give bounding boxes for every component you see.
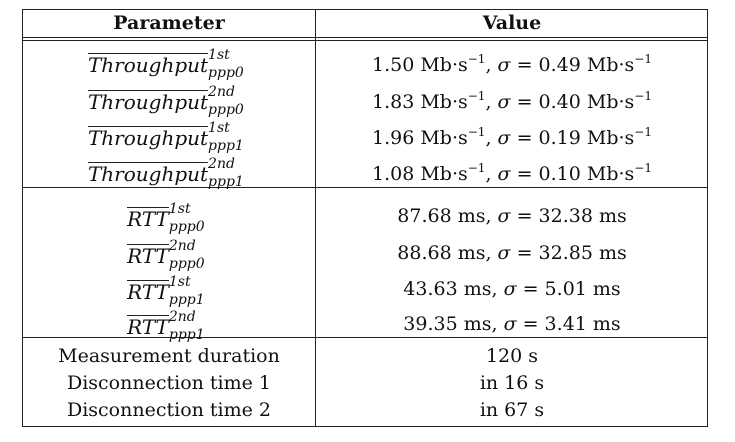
header-parameter: Parameter (113, 12, 225, 34)
sigma-label: σ (497, 127, 511, 149)
rtt-value-3: 43.63 ms, σ = 5.01 ms (317, 280, 707, 299)
throughput-symbol: Throughput (87, 90, 209, 114)
measurement-duration-label: Measurement duration (58, 345, 280, 367)
value-exp: −1 (467, 125, 486, 139)
column-divider (315, 10, 316, 426)
throughput-sub: ppp0 (208, 65, 244, 81)
throughput-sup: 1st (208, 120, 230, 136)
value-text: 1.96 Mb·s (371, 127, 468, 149)
rtt-sup: 2nd (168, 238, 196, 254)
header-rule-double (23, 40, 707, 41)
sigma-value: = 3.41 ms (516, 313, 621, 335)
throughput-value-4: 1.08 Mb·s−1, σ = 0.10 Mb·s−1 (371, 161, 652, 185)
value-text: 43.63 ms, (403, 278, 504, 300)
sigma-value: = 0.19 Mb·s (510, 127, 635, 149)
sigma-exp: −1 (634, 125, 652, 139)
rtt-value-4: 39.35 ms, σ = 3.41 ms (317, 315, 707, 334)
disconnection-time-2-value: in 67 s (479, 399, 545, 421)
rtt-symbol: RTT (127, 315, 169, 339)
value-text: 1.83 Mb·s (371, 91, 468, 113)
sigma-value: = 32.38 ms (510, 205, 627, 227)
rtt-sup: 1st (168, 201, 191, 217)
rtt-param-1: RTT 1st ppp0 (23, 202, 315, 234)
throughput-value-2: 1.83 Mb·s−1, σ = 0.40 Mb·s−1 (371, 89, 652, 113)
header-rule (23, 37, 707, 38)
rtt-param-4: RTT 2nd ppp1 (23, 310, 315, 342)
sigma-label: σ (497, 242, 511, 264)
rtt-param-2: RTT 2nd ppp0 (23, 239, 315, 271)
value-text: 1.50 Mb·s (371, 54, 468, 76)
sigma-exp: −1 (634, 52, 652, 66)
throughput-value-3: 1.96 Mb·s−1, σ = 0.19 Mb·s−1 (371, 125, 652, 149)
sigma-label: σ (497, 91, 511, 113)
throughput-param-4: Throughput 2nd ppp1 (23, 157, 315, 189)
rtt-symbol: RTT (127, 280, 169, 304)
rtt-value-1: 87.68 ms, σ = 32.38 ms (317, 207, 707, 226)
value-text: 88.68 ms, (397, 242, 498, 264)
sigma-exp: −1 (634, 89, 652, 103)
section-rule-rtt (23, 337, 707, 338)
throughput-symbol: Throughput (87, 126, 209, 150)
throughput-param-2: Throughput 2nd ppp0 (23, 85, 315, 117)
throughput-sub: ppp1 (208, 174, 244, 190)
throughput-sub: ppp0 (208, 102, 244, 118)
sigma-value: = 5.01 ms (516, 278, 621, 300)
throughput-value-1: 1.50 Mb·s−1, σ = 0.49 Mb·s−1 (371, 52, 652, 76)
throughput-param-1: Throughput 1st ppp0 (23, 48, 315, 80)
throughput-symbol: Throughput (87, 162, 209, 186)
disconnection-time-1-value: in 16 s (479, 372, 545, 394)
disconnection-time-1-label: Disconnection time 1 (66, 372, 272, 394)
sigma-label: σ (503, 313, 517, 335)
throughput-sub: ppp1 (208, 138, 244, 154)
value-exp: −1 (467, 161, 486, 175)
rtt-sub: ppp1 (168, 292, 205, 308)
value-text: 87.68 ms, (397, 205, 498, 227)
parameter-table: Parameter Value Throughput 1st ppp0 1.50 M… (22, 9, 708, 427)
value-text: 1.08 Mb·s (371, 163, 468, 185)
throughput-param-3: Throughput 1st ppp1 (23, 121, 315, 153)
sigma-exp: −1 (634, 161, 652, 175)
throughput-sup: 1st (208, 47, 230, 63)
rtt-value-2: 88.68 ms, σ = 32.85 ms (317, 244, 707, 263)
rtt-sup: 1st (168, 274, 191, 290)
value-exp: −1 (467, 89, 486, 103)
rtt-sub: ppp0 (168, 256, 205, 272)
sigma-label: σ (497, 54, 511, 76)
sigma-value: = 32.85 ms (510, 242, 627, 264)
sigma-value: = 0.49 Mb·s (510, 54, 635, 76)
sigma-label: σ (497, 163, 511, 185)
sigma-value: = 0.10 Mb·s (510, 163, 635, 185)
rtt-sup: 2nd (168, 309, 196, 325)
throughput-sup: 2nd (208, 156, 235, 172)
value-exp: −1 (467, 52, 486, 66)
sigma-label: σ (497, 205, 511, 227)
rtt-sub: ppp0 (168, 219, 205, 235)
sigma-value: = 0.40 Mb·s (510, 91, 635, 113)
throughput-symbol: Throughput (87, 53, 209, 77)
rtt-symbol: RTT (127, 244, 169, 268)
value-text: 39.35 ms, (403, 313, 504, 335)
disconnection-time-2-label: Disconnection time 2 (66, 399, 272, 421)
header-value: Value (482, 12, 542, 34)
sigma-label: σ (503, 278, 517, 300)
rtt-param-3: RTT 1st ppp1 (23, 275, 315, 307)
throughput-sup: 2nd (208, 84, 235, 100)
section-rule-throughput (23, 187, 707, 188)
measurement-duration-value: 120 s (485, 345, 539, 367)
rtt-symbol: RTT (127, 207, 169, 231)
rtt-sub: ppp1 (168, 327, 205, 343)
